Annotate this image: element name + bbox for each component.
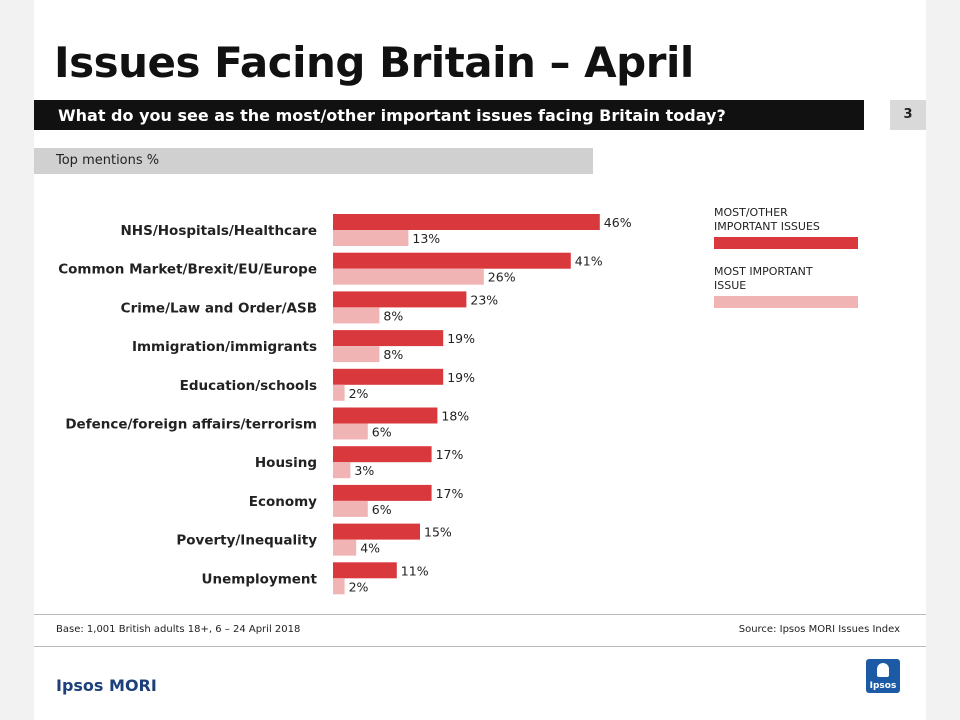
- bar-most-other: [333, 523, 420, 540]
- logo-text: Ipsos: [869, 681, 897, 691]
- category-label: Crime/Law and Order/ASB: [121, 300, 317, 316]
- category-label: NHS/Hospitals/Healthcare: [121, 223, 318, 239]
- data-label: 46%: [604, 215, 632, 230]
- data-label: 19%: [447, 331, 475, 346]
- subtitle-text: Top mentions %: [56, 153, 160, 168]
- legend-swatch-most-important: [714, 296, 858, 308]
- ipsos-logo: Ipsos: [866, 659, 900, 693]
- bar-most-important: [333, 307, 380, 324]
- data-label: 11%: [401, 563, 429, 578]
- footer-source: Source: Ipsos MORI Issues Index: [738, 624, 900, 635]
- category-label: Economy: [249, 494, 317, 510]
- bar-most-important: [333, 539, 357, 556]
- bar-most-important: [333, 462, 351, 479]
- data-label: 2%: [349, 386, 369, 401]
- data-label: 8%: [383, 347, 403, 362]
- data-label: 19%: [447, 370, 475, 385]
- legend-item-most-other: MOST/OTHER IMPORTANT ISSUES: [714, 206, 864, 249]
- data-label: 23%: [470, 292, 498, 307]
- footer-bottom-divider: [34, 646, 926, 647]
- bar-most-important: [333, 384, 345, 401]
- data-label: 18%: [441, 409, 469, 424]
- bar-most-important: [333, 423, 368, 440]
- data-label: 41%: [575, 254, 603, 269]
- data-label: 13%: [412, 231, 440, 246]
- category-label: Immigration/immigrants: [132, 339, 317, 355]
- data-label: 17%: [436, 447, 464, 462]
- category-label: Poverty/Inequality: [176, 533, 317, 549]
- question-text: What do you see as the most/other import…: [58, 106, 726, 125]
- bar-most-important: [333, 578, 345, 595]
- page-title: Issues Facing Britain – April: [54, 38, 694, 87]
- data-label: 4%: [360, 541, 380, 556]
- bar-chart: NHS/Hospitals/Healthcare 46% 13% Common Mar…: [58, 214, 632, 595]
- category-label: Unemployment: [202, 571, 318, 587]
- footer-base: Base: 1,001 British adults 18+, 6 – 24 A…: [56, 624, 301, 635]
- logo-mark-icon: [877, 663, 889, 677]
- legend-label-most-important: MOST IMPORTANT ISSUE: [714, 265, 813, 292]
- data-label: 6%: [372, 502, 392, 517]
- category-label: Housing: [255, 455, 317, 471]
- bar-most-other: [333, 214, 600, 230]
- data-label: 6%: [372, 425, 392, 440]
- legend-label-most-other: MOST/OTHER IMPORTANT ISSUES: [714, 206, 820, 233]
- subtitle-bar: Top mentions %: [34, 148, 593, 174]
- data-label: 15%: [424, 525, 452, 540]
- bar-most-important: [333, 346, 380, 363]
- bar-most-important: [333, 230, 409, 246]
- bar-most-other: [333, 446, 432, 463]
- category-label: Defence/foreign affairs/terrorism: [65, 417, 317, 433]
- bar-most-other: [333, 562, 397, 579]
- bar-most-other: [333, 291, 467, 308]
- brand-name: Ipsos MORI: [56, 676, 157, 695]
- data-label: 2%: [349, 579, 369, 594]
- data-label: 3%: [354, 463, 374, 478]
- page-number: 3: [890, 100, 926, 130]
- bar-most-other: [333, 368, 444, 385]
- data-label: 17%: [436, 486, 464, 501]
- bar-most-other: [333, 484, 432, 501]
- bar-most-other: [333, 330, 444, 347]
- footer-top-divider: [34, 614, 926, 615]
- data-label: 8%: [383, 308, 403, 323]
- bar-most-important: [333, 268, 484, 285]
- category-label: Common Market/Brexit/EU/Europe: [58, 262, 317, 278]
- legend-item-most-important: MOST IMPORTANT ISSUE: [714, 265, 864, 308]
- question-bar: What do you see as the most/other import…: [34, 100, 864, 130]
- legend-swatch-most-other: [714, 237, 858, 249]
- data-label: 26%: [488, 270, 516, 285]
- bar-most-other: [333, 407, 438, 424]
- slide: Issues Facing Britain – April What do yo…: [34, 0, 926, 720]
- category-label: Education/schools: [180, 378, 317, 394]
- bar-most-important: [333, 500, 368, 517]
- bar-most-other: [333, 252, 571, 269]
